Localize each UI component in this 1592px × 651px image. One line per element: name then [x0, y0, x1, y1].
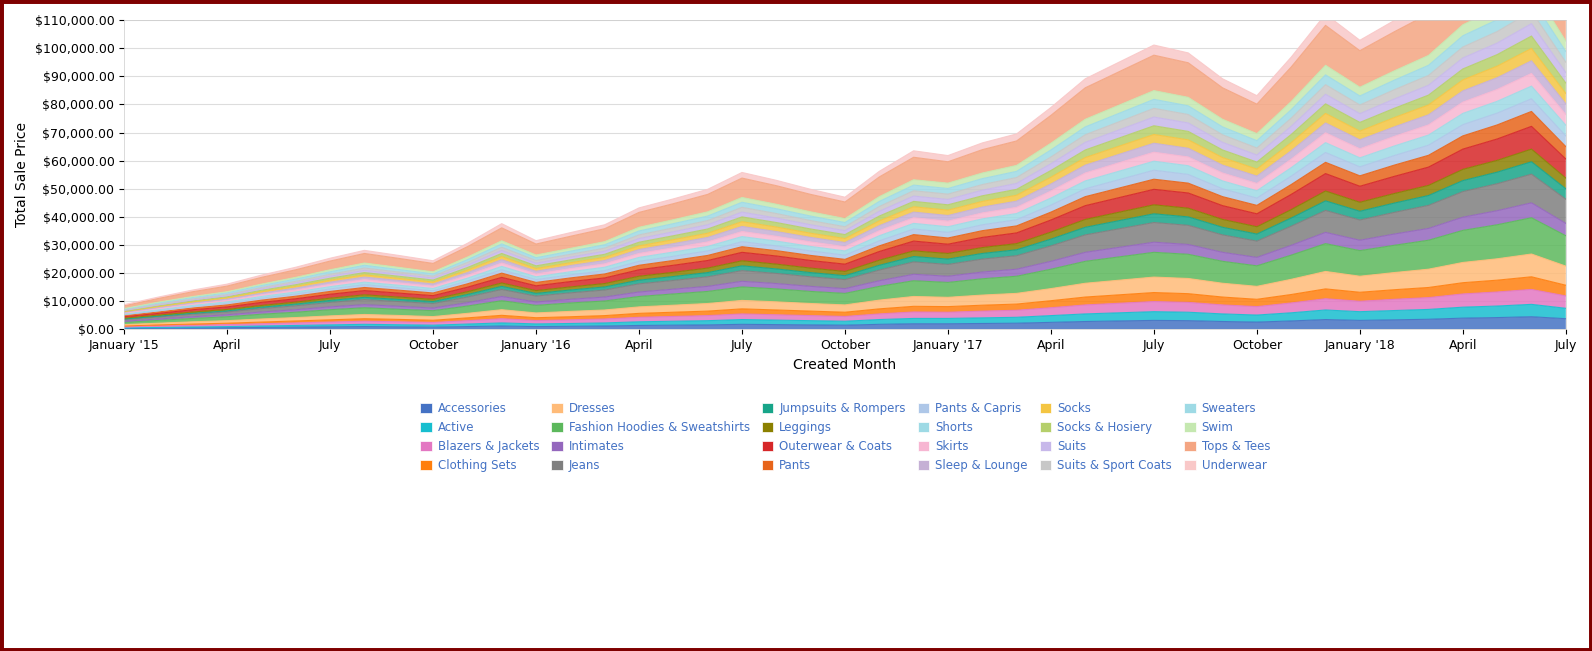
X-axis label: Created Month: Created Month	[793, 357, 896, 372]
Y-axis label: Total Sale Price: Total Sale Price	[14, 122, 29, 227]
Legend: Accessories, Active, Blazers & Jackets, Clothing Sets, Dresses, Fashion Hoodies : Accessories, Active, Blazers & Jackets, …	[416, 398, 1275, 477]
